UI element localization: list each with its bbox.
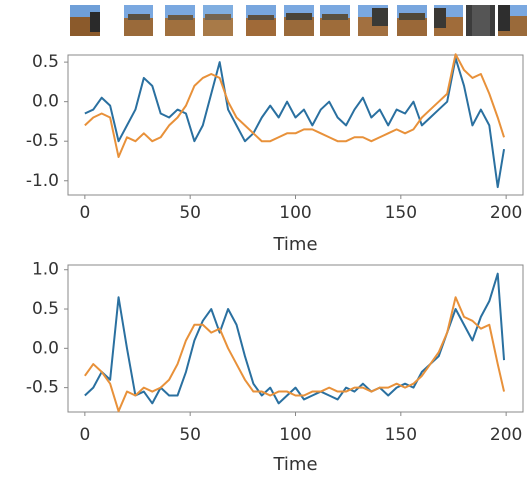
x-tick-label: 0 bbox=[79, 425, 90, 445]
y-tick-label: -1.0 bbox=[26, 171, 59, 191]
y-tick-label: 0.0 bbox=[32, 92, 59, 112]
thumbnail bbox=[397, 5, 427, 36]
thumbnail bbox=[203, 5, 233, 36]
x-tick-label: 0 bbox=[79, 203, 90, 223]
x-axis-label: Time bbox=[272, 454, 317, 475]
thumbnail bbox=[358, 5, 388, 36]
x-tick-label: 100 bbox=[279, 203, 311, 223]
y-tick-label: 0.5 bbox=[32, 299, 59, 319]
data-line bbox=[84, 57, 506, 189]
thumbnail bbox=[70, 5, 100, 36]
thumbnail bbox=[124, 5, 153, 36]
y-tick-label: 0.5 bbox=[32, 52, 59, 72]
plot-frame bbox=[67, 264, 524, 413]
thumbnail bbox=[165, 5, 195, 36]
x-tick-label: 150 bbox=[385, 203, 417, 223]
thumbnail bbox=[246, 5, 276, 36]
frame-thumbnails bbox=[70, 5, 527, 36]
thumbnail bbox=[466, 5, 495, 36]
subplot: 1.0 0.5 0.0 -0.5 0 50 100 150 200 Time bbox=[26, 260, 524, 475]
subplot: 0.5 0.0 -0.5 -1.0 0 50 100 150 200 Time bbox=[26, 52, 524, 255]
thumbnail bbox=[284, 5, 314, 36]
data-line bbox=[84, 296, 506, 413]
data-line bbox=[84, 53, 505, 159]
thumbnail bbox=[498, 5, 527, 36]
y-tick-label: -0.5 bbox=[26, 378, 59, 398]
plot-frame bbox=[67, 54, 524, 196]
y-tick-label: 0.0 bbox=[32, 338, 59, 358]
y-tick-label: -0.5 bbox=[26, 131, 59, 151]
thumbnail bbox=[434, 5, 463, 36]
x-axis-label: Time bbox=[272, 234, 317, 255]
thumbnail bbox=[320, 5, 350, 36]
data-line bbox=[84, 272, 506, 405]
x-tick-label: 50 bbox=[179, 203, 201, 223]
x-tick-label: 150 bbox=[385, 425, 417, 445]
x-tick-label: 200 bbox=[490, 425, 522, 445]
y-tick-label: 1.0 bbox=[32, 260, 59, 280]
x-tick-label: 50 bbox=[179, 425, 201, 445]
x-tick-label: 200 bbox=[490, 203, 522, 223]
x-tick-label: 100 bbox=[279, 425, 311, 445]
